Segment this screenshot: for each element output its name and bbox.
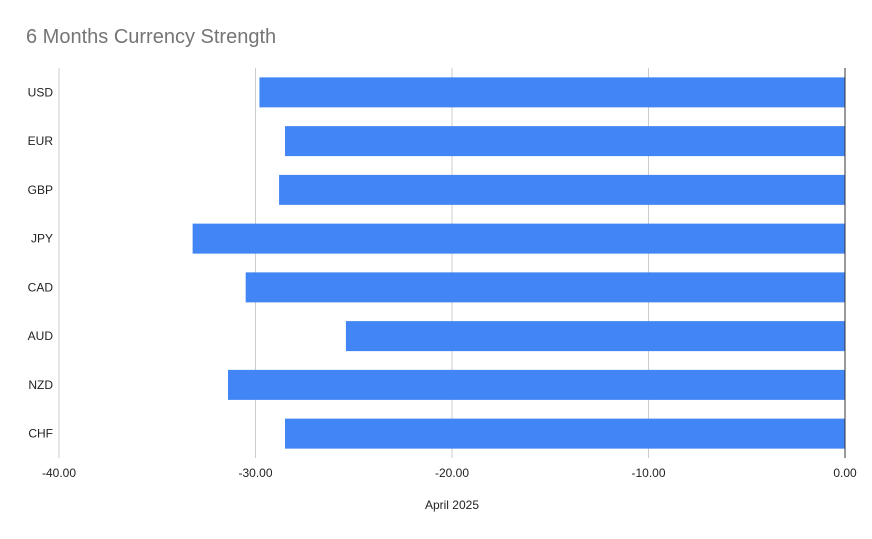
y-tick-labels: USD EUR GBP JPY CAD AUD NZD CHF xyxy=(28,85,54,440)
y-tick-label: CAD xyxy=(28,280,54,294)
y-tick-label: JPY xyxy=(31,232,53,246)
y-tick-label: NZD xyxy=(28,378,53,392)
bar-aud xyxy=(345,321,845,352)
bar-eur xyxy=(284,126,846,157)
y-tick-label: GBP xyxy=(28,183,53,197)
x-tick-label: -20.00 xyxy=(435,466,469,480)
y-tick-label: EUR xyxy=(28,134,54,148)
x-tick-labels: -40.00 -30.00 -20.00 -10.00 0.00 xyxy=(42,466,857,480)
x-tick-label: -30.00 xyxy=(238,466,272,480)
bar-nzd xyxy=(227,369,846,400)
x-tick-label: -10.00 xyxy=(631,466,665,480)
bar-chf xyxy=(284,418,846,449)
bar-usd xyxy=(259,77,845,108)
x-axis-label: April 2025 xyxy=(425,498,479,512)
bar-gbp xyxy=(279,174,846,205)
x-tick-label: -40.00 xyxy=(42,466,76,480)
y-tick-label: AUD xyxy=(28,329,54,343)
x-tick-label: 0.00 xyxy=(833,466,857,480)
bar-jpy xyxy=(192,223,845,254)
bar-cad xyxy=(245,272,846,303)
bars xyxy=(192,77,846,449)
y-tick-label: CHF xyxy=(28,427,53,441)
chart-title: 6 Months Currency Strength xyxy=(26,26,277,48)
y-tick-label: USD xyxy=(28,85,54,99)
